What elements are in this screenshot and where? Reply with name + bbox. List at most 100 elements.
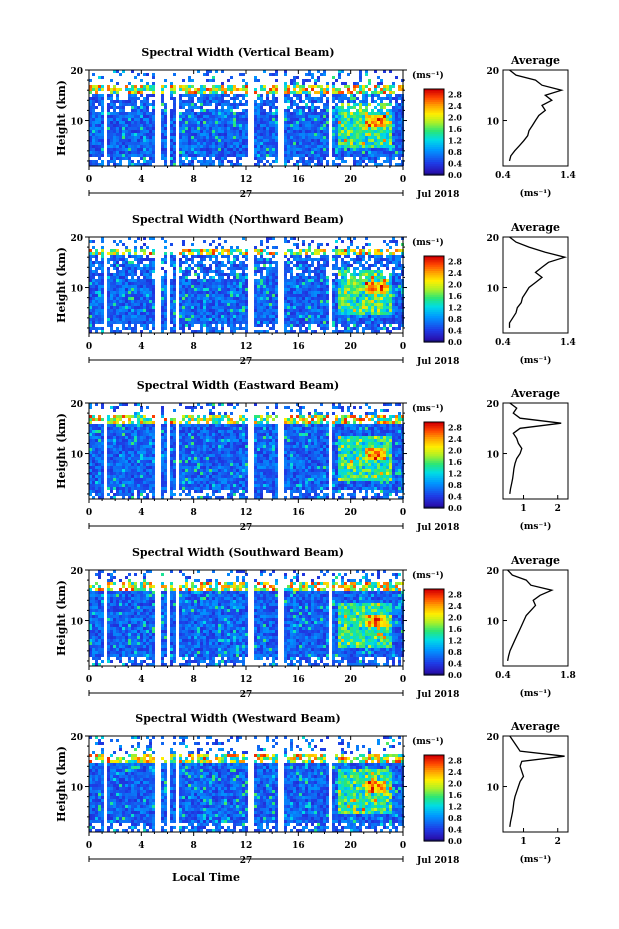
x-tick-label: 16 [292,508,305,518]
colorbar-label: (ms⁻¹) [412,70,444,81]
y-axis-label: Height (km) [55,580,68,656]
x-tick-label: 20 [344,342,357,352]
x-tick-label: 8 [191,342,197,352]
average-x-tick-label: 0.4 [495,338,511,348]
average-title: Average [510,387,560,400]
average-title: Average [510,720,560,733]
panel-title: Spectral Width (Vertical Beam) [141,46,334,59]
colorbar-tick-label: 2.8 [448,90,462,100]
colorbar-tick-label: 0.0 [448,670,462,680]
x-tick-label: 20 [344,675,357,685]
average-y-tick-label: 20 [486,234,499,244]
colorbar-tick-label: 2.0 [448,779,462,789]
colorbar-tick-label: 0.0 [448,836,462,846]
x-tick-label: 4 [138,175,144,185]
x-tick-label: 4 [138,342,144,352]
colorbar-tick-label: 1.6 [448,790,462,800]
x-tick-label: 16 [292,841,305,851]
average-plot: Average 20 10 1 2(ms⁻¹) [486,720,569,865]
average-x-tick-label: 0.4 [495,671,511,681]
y-tick-label: 20 [70,67,83,77]
y-tick-label: 10 [70,118,83,128]
heatmap-cells [89,237,404,333]
average-frame [502,402,569,500]
colorbar-frame [423,88,445,176]
average-frame [502,735,569,833]
colorbar-tick-label: 0.0 [448,170,462,180]
y-axis-label: Height (km) [55,746,68,822]
average-plot: Average 20 10 0.4 1.4 (ms⁻¹) [486,221,575,366]
date-label: 27 [240,357,253,367]
x-axis-label: Local Time [172,871,240,884]
average-frame [502,569,569,667]
colorbar-tick-label: 0.0 [448,337,462,347]
y-tick-label: 20 [70,733,83,743]
month-label: Jul 2018 [416,856,459,866]
date-label: 27 [240,690,253,700]
colorbar-frame [423,754,445,842]
average-y-tick-label: 10 [486,451,499,461]
average-frame [502,236,569,334]
date-label: 27 [240,190,253,200]
x-tick-label: 12 [240,342,253,352]
heatmap-cells [89,403,404,499]
average-x-label: (ms⁻¹) [520,355,552,366]
x-tick-label: 0 [400,175,406,185]
colorbar-tick-label: 1.2 [448,136,462,146]
x-tick-label: 8 [191,175,197,185]
average-y-tick-label: 20 [486,400,499,410]
x-tick-label: 4 [138,841,144,851]
average-x-tick-label: 1.4 [560,171,576,181]
x-tick-label: 20 [344,508,357,518]
colorbar-tick-label: 1.6 [448,124,462,134]
colorbar-tick-label: 2.8 [448,590,462,600]
colorbar-tick-label: 0.4 [448,659,462,669]
panel-title: Spectral Width (Westward Beam) [135,712,340,725]
y-tick-label: 20 [70,400,83,410]
colorbar-tick-label: 2.8 [448,423,462,433]
average-x-label: (ms⁻¹) [520,521,552,532]
y-tick-label: 10 [70,285,83,295]
x-tick-label: 0 [86,508,92,518]
average-plot: Average 20 10 1 2(ms⁻¹) [486,387,569,532]
average-x-label: (ms⁻¹) [520,854,552,865]
average-y-tick-label: 20 [486,67,499,77]
colorbar-tick-label: 2.0 [448,113,462,123]
average-x-tick-label: 2 [555,504,561,514]
average-title: Average [510,554,560,567]
colorbar-tick-label: 1.2 [448,636,462,646]
x-tick-label: 16 [292,342,305,352]
colorbar-tick-label: 1.6 [448,457,462,467]
panel-title: Spectral Width (Northward Beam) [132,213,344,226]
x-tick-label: 20 [344,841,357,851]
colorbar-tick-label: 0.8 [448,147,462,157]
x-tick-label: 12 [240,508,253,518]
average-plot: Average 20 10 0.4 1.8 (ms⁻¹) [486,554,575,699]
average-line [509,402,562,494]
colorbar-tick-label: 1.2 [448,802,462,812]
y-tick-label: 10 [70,451,83,461]
colorbar-frame [423,588,445,676]
x-tick-label: 16 [292,675,305,685]
x-tick-label: 8 [191,675,197,685]
average-plot: Average 20 10 0.4 1.4 (ms⁻¹) [486,54,575,199]
colorbar-tick-label: 0.4 [448,492,462,502]
colorbar-tick-label: 2.8 [448,756,462,766]
x-tick-label: 20 [344,175,357,185]
x-tick-label: 4 [138,508,144,518]
panel-title: Spectral Width (Southward Beam) [132,546,344,559]
colorbar-tick-label: 0.4 [448,326,462,336]
date-label: 27 [240,856,253,866]
panel-3: Spectral Width (Eastward Beam)0 4 8 12 16 20 0… [55,379,569,533]
colorbar-frame [423,421,445,509]
y-tick-label: 20 [70,567,83,577]
x-tick-label: 0 [86,175,92,185]
y-tick-label: 10 [70,618,83,628]
colorbar-tick-label: 0.4 [448,825,462,835]
colorbar-tick-label: 2.0 [448,280,462,290]
average-y-tick-label: 10 [486,618,499,628]
average-x-tick-label: 1 [520,504,526,514]
colorbar-tick-label: 0.8 [448,647,462,657]
panel-2: Spectral Width (Northward Beam) 0 4 8 12 16 20… [55,213,576,367]
